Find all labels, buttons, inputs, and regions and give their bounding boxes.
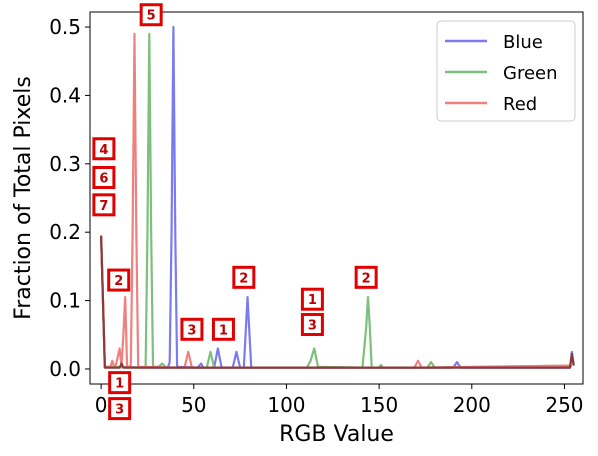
annotation-badge: 1: [211, 317, 235, 341]
legend-label: Red: [503, 94, 537, 115]
annotation-badge-box: [139, 3, 163, 27]
x-tick-label: 100: [267, 393, 305, 417]
y-tick-label: 0.2: [49, 220, 81, 244]
annotation-badge: 4: [92, 137, 116, 161]
annotation-badge: 5: [139, 3, 163, 27]
x-tick-label: 250: [545, 393, 583, 417]
annotation-badge-box: [108, 371, 132, 395]
legend: Blue Green Red: [436, 20, 576, 122]
annotation-badge-label: 3: [187, 323, 196, 338]
y-axis-label: Fraction of Total Pixels: [11, 76, 36, 320]
annotation-layer: 5 4 6 7 2 2 2 1 3 3 1 1 3: [92, 3, 378, 421]
annotation-badge-box: [92, 137, 116, 161]
y-tick-label: 0.1: [49, 289, 81, 313]
annotation-badge-box: [92, 165, 116, 189]
annotation-badge-box: [300, 313, 324, 337]
annotation-badge: 3: [300, 313, 324, 337]
annotation-badge: 1: [108, 371, 132, 395]
plot-frame: [89, 11, 584, 385]
x-tick-label: 50: [181, 393, 206, 417]
annotation-badge-label: 4: [99, 143, 108, 158]
annotation-badge: 7: [92, 193, 116, 217]
annotation-badge: 3: [180, 317, 204, 341]
y-tick-label: 0.4: [49, 83, 81, 107]
annotation-badge-label: 2: [362, 271, 371, 286]
annotation-badge-box: [354, 265, 378, 289]
annotation-badge-box: [300, 287, 324, 311]
annotation-badge: 3: [108, 397, 132, 421]
annotation-badge: 6: [92, 165, 116, 189]
y-tick-label: 0.0: [49, 357, 81, 381]
annotation-badge: 2: [107, 268, 131, 292]
legend-box: [436, 20, 576, 122]
annotation-badge-label: 2: [239, 271, 248, 286]
y-tick-label: 0.3: [49, 152, 81, 176]
series-layer: [100, 25, 575, 369]
annotation-badge-label: 1: [115, 377, 124, 392]
annotation-badge-label: 3: [115, 403, 124, 418]
annotation-badge-label: 7: [99, 199, 108, 214]
annotation-badge: 1: [300, 287, 324, 311]
x-axis-label: RGB Value: [279, 422, 394, 447]
x-tick-label: 0: [95, 393, 108, 417]
y-tick-label: 0.5: [49, 15, 81, 39]
annotation-badge: 2: [354, 265, 378, 289]
series-line-green: [100, 32, 572, 369]
series-overlap-line: [100, 235, 575, 369]
annotation-badge-label: 1: [219, 323, 228, 338]
ticks-layer: 0 50 100 150 200 250 0.0 0.1 0.2 0.3 0.4 0.5: [49, 15, 583, 417]
x-tick-label: 150: [360, 393, 398, 417]
annotation-badge-box: [180, 317, 204, 341]
annotation-badge-label: 6: [99, 171, 108, 186]
legend-label: Blue: [503, 32, 543, 53]
annotation-badge-box: [232, 265, 256, 289]
annotation-badge-label: 3: [308, 319, 317, 334]
legend-label: Green: [503, 63, 558, 84]
annotation-badge-box: [211, 317, 235, 341]
annotation-badge-box: [108, 397, 132, 421]
annotation-badge-label: 5: [147, 9, 156, 24]
x-tick-label: 200: [453, 393, 491, 417]
series-line-blue: [100, 25, 575, 369]
annotation-badge-label: 2: [114, 274, 123, 289]
annotation-badge-label: 1: [308, 293, 317, 308]
annotation-badge: 2: [232, 265, 256, 289]
annotation-badge-box: [107, 268, 131, 292]
annotation-badge-box: [92, 193, 116, 217]
